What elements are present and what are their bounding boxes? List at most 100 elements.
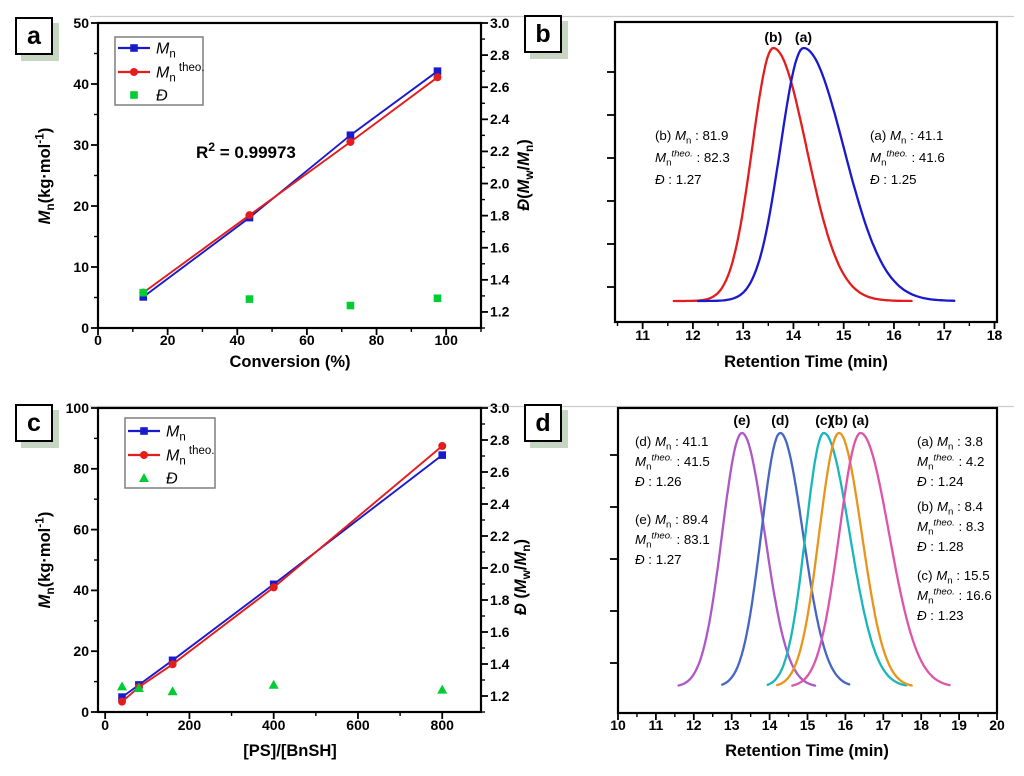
x-tick-label: 20 xyxy=(989,717,1005,733)
panel-b: 11 12 13 14 15 16 17 18 Retention Time (min) (b) (… xyxy=(607,20,1003,371)
stat-line: Đ : 1.25 xyxy=(870,172,917,187)
annotation: R2 = 0.99973 xyxy=(196,140,296,162)
y2-tick-label: 3.0 xyxy=(490,15,510,31)
x-axis-title: Conversion (%) xyxy=(229,353,350,371)
x-tick-label: 20 xyxy=(160,332,176,348)
panel-d: 10 11 12 13 14 15 16 17 18 19 20 Retention Time (mi… xyxy=(610,406,1005,760)
stat-block-b: (b) Mn : 81.9 Mntheo. : 82.3 Đ : 1.27 xyxy=(655,128,730,187)
stat-line: Mntheo. : 82.3 xyxy=(655,149,730,169)
y2-tick-label: 1.6 xyxy=(490,624,510,640)
square-marker xyxy=(346,301,355,310)
stat-line: Mntheo. : 4.2 xyxy=(917,453,984,473)
legend-label-mn: Mn xyxy=(156,41,176,61)
series-line xyxy=(142,70,439,298)
y-tick-label: 80 xyxy=(73,461,89,477)
stat-block-a: (a) Mn : 41.1 Mntheo. : 41.6 Đ : 1.25 xyxy=(870,128,945,187)
gpc-peak-label-b: (b) xyxy=(830,412,848,428)
stat-line: (e) Mn : 89.4 xyxy=(635,512,708,530)
y2-tick-label: 1.2 xyxy=(490,688,510,704)
x-tick-label: 80 xyxy=(369,332,385,348)
square-marker xyxy=(433,67,442,75)
y2-tick-label: 1.8 xyxy=(490,592,510,608)
circle-marker xyxy=(245,211,254,220)
square-marker xyxy=(433,294,442,303)
stat-line: Đ : 1.26 xyxy=(635,474,682,489)
square-marker xyxy=(438,451,447,459)
triangle-marker xyxy=(268,679,279,689)
circle-marker xyxy=(438,442,447,450)
stat-line: (d) Mn : 41.1 xyxy=(635,434,708,452)
y2-tick-label: 2.8 xyxy=(490,432,510,448)
x-tick-label: 200 xyxy=(178,717,202,733)
y2-tick-label: 2.6 xyxy=(490,464,510,480)
panel-letter: a xyxy=(27,21,41,50)
x-tick-label: 13 xyxy=(724,717,740,733)
y-tick-label: 40 xyxy=(73,582,89,598)
stat-line: Đ : 1.27 xyxy=(655,172,702,187)
x-tick-label: 19 xyxy=(951,717,967,733)
y-axis-title: Mn(kg·mol-1) xyxy=(32,128,57,225)
stat-line: (b) Mn : 81.9 xyxy=(655,128,728,146)
panel-letter: b xyxy=(535,19,551,48)
x-tick-label: 400 xyxy=(262,717,286,733)
series-d xyxy=(117,679,448,696)
panel-label-c: c xyxy=(15,404,53,442)
y2-tick-label: 1.8 xyxy=(490,207,510,223)
plot-frame xyxy=(616,406,999,715)
x-tick-label: 14 xyxy=(762,717,778,733)
stat-line: (c) Mn : 15.5 xyxy=(917,568,990,586)
legend-square-marker xyxy=(140,427,148,435)
series-mn xyxy=(118,451,447,701)
triangle-marker xyxy=(437,684,448,694)
x-tick-label: 18 xyxy=(987,327,1003,343)
legend-label-mn: Mn xyxy=(166,424,186,444)
gpc-curve-d xyxy=(721,431,851,686)
circle-marker xyxy=(346,137,355,146)
y-tick-label: 100 xyxy=(66,400,90,416)
legend-label-d: Đ xyxy=(156,88,168,105)
gpc-peak-label-c: (c) xyxy=(815,412,832,428)
stat-line: Đ : 1.24 xyxy=(917,474,964,489)
circle-marker xyxy=(433,73,442,82)
gpc-curve-b xyxy=(672,46,913,303)
panel-letter: c xyxy=(27,408,41,437)
gpc-peak-label-d: (d) xyxy=(771,412,789,428)
y2-tick-label: 3.0 xyxy=(490,400,510,416)
x-tick-label: 60 xyxy=(299,332,315,348)
y-tick-label: 20 xyxy=(73,198,89,214)
x-tick-label: 16 xyxy=(838,717,854,733)
stat-line: Mntheo. : 41.6 xyxy=(870,149,945,169)
x-tick-label: 12 xyxy=(685,327,701,343)
stat-line: (a) Mn : 41.1 xyxy=(870,128,943,146)
dispersity-axis-label: Đ(Mw/Mn) xyxy=(515,139,536,211)
x-tick-label: 18 xyxy=(913,717,929,733)
y2-tick-label: 2.2 xyxy=(490,143,510,159)
legend-square-marker xyxy=(130,91,138,99)
triangle-marker xyxy=(167,686,178,696)
x-tick-label: 0 xyxy=(101,717,109,733)
x-tick-label: 40 xyxy=(229,332,245,348)
triangle-marker xyxy=(133,683,144,692)
y2-tick-label: 2.0 xyxy=(490,175,510,191)
x-tick-label: 10 xyxy=(610,717,626,733)
gpc-curve-a xyxy=(696,46,956,303)
y2-tick-label: 2.2 xyxy=(490,528,510,544)
stat-line: Đ : 1.27 xyxy=(635,552,682,567)
x-tick-label: 13 xyxy=(735,327,751,343)
gpc-curve-b xyxy=(776,431,913,687)
y-tick-label: 10 xyxy=(73,259,89,275)
x-tick-label: 600 xyxy=(346,717,370,733)
legend-label-mntheo: Mn theo. xyxy=(156,62,205,84)
x-tick-label: 14 xyxy=(786,327,802,343)
x-axis-title: Retention Time (min) xyxy=(725,742,889,760)
y-tick-label: 50 xyxy=(73,15,89,31)
y-tick-label: 60 xyxy=(73,521,89,537)
square-marker xyxy=(245,295,254,303)
y2-tick-label: 2.6 xyxy=(490,79,510,95)
